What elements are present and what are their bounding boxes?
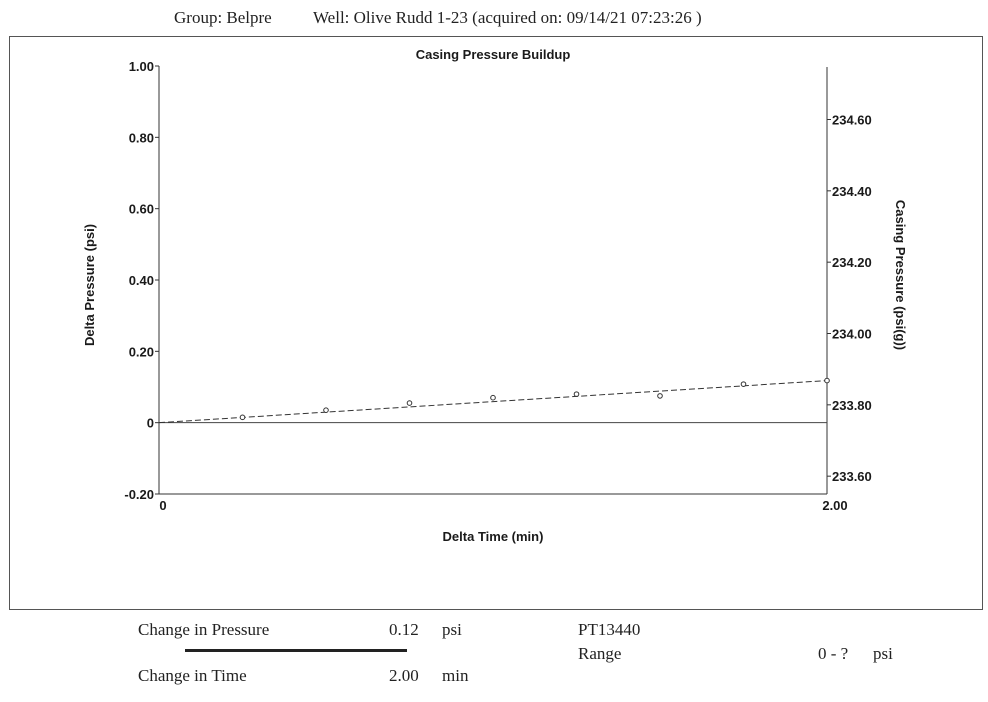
data-point xyxy=(573,391,580,397)
footer-divider xyxy=(185,649,407,652)
report-header: Group: Belpre Well: Olive Rudd 1-23 (acq… xyxy=(0,8,988,32)
y-tick-label: 0.40 xyxy=(129,273,154,288)
change-time-value: 2.00 xyxy=(389,666,419,685)
y2-tick-label: 234.00 xyxy=(832,327,872,342)
data-point xyxy=(323,407,329,413)
change-pressure-label: Change in Pressure xyxy=(138,620,270,639)
y2-tick-label: 234.40 xyxy=(832,184,872,199)
data-point xyxy=(490,394,496,401)
data-point xyxy=(740,381,747,387)
sensor-id: PT13440 xyxy=(578,620,641,639)
change-time-label: Change in Time xyxy=(138,666,247,685)
y-tick-label: -0.20 xyxy=(124,487,154,502)
y-tick-label: 0.20 xyxy=(129,344,154,359)
y2-tick-label: 233.60 xyxy=(832,469,872,484)
chart-title: Casing Pressure Buildup xyxy=(416,47,571,62)
x-axis-label: Delta Time (min) xyxy=(443,529,544,544)
data-point xyxy=(239,414,246,421)
y2-tick-label: 233.80 xyxy=(832,398,872,413)
change-pressure-unit: psi xyxy=(442,620,462,639)
y-tick-label: 0.80 xyxy=(129,130,154,145)
y2-tick-label: 234.20 xyxy=(832,255,872,270)
x-tick-label: 2.00 xyxy=(822,498,847,513)
data-point xyxy=(406,400,413,406)
trend-line xyxy=(158,380,828,424)
y-tick-label: 0.60 xyxy=(129,202,154,217)
range-value: 0 - ? xyxy=(818,644,849,663)
y2-axis-label: Casing Pressure (psi(g)) xyxy=(893,200,908,350)
range-label: Range xyxy=(578,644,622,663)
casing-pressure-chart: Casing Pressure Buildup -0.20 0 0.20 0.40 0.6… xyxy=(82,47,908,544)
change-time-unit: min xyxy=(442,666,469,685)
data-point xyxy=(824,377,830,384)
y-tick-label: 0 xyxy=(147,416,154,431)
report-footer: Change in Pressure 0.12 psi Change in Ti… xyxy=(0,612,988,702)
group-name: Group: Belpre xyxy=(174,8,272,27)
y-tick-label: 1.00 xyxy=(129,59,154,74)
chart-frame: Casing Pressure Buildup -0.20 0 0.20 0.40 0.6… xyxy=(9,36,983,610)
y-axis-label: Delta Pressure (psi) xyxy=(82,224,97,346)
change-pressure-value: 0.12 xyxy=(389,620,419,639)
range-unit: psi xyxy=(873,644,893,663)
x-tick-label: 0 xyxy=(159,498,166,513)
data-point xyxy=(657,393,663,399)
well-info: Well: Olive Rudd 1-23 (acquired on: 09/1… xyxy=(313,8,702,27)
y2-tick-label: 234.60 xyxy=(832,113,872,128)
